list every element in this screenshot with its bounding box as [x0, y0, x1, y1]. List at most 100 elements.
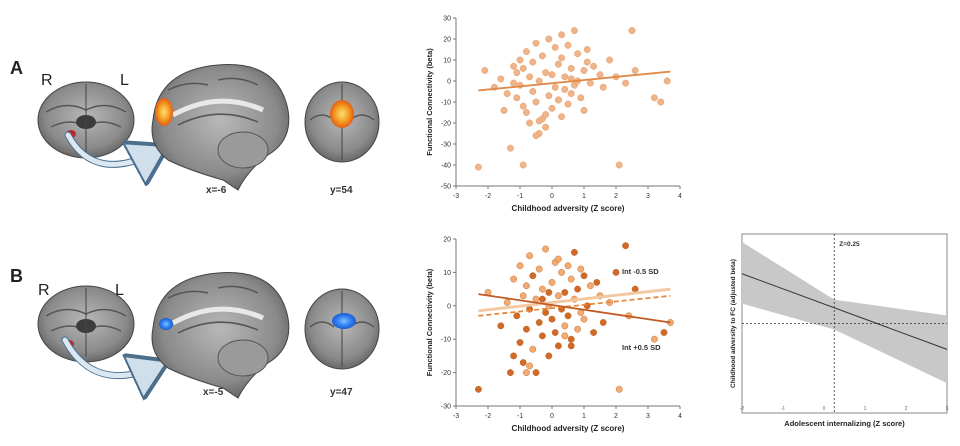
- data-point: [577, 265, 585, 273]
- data-point: [570, 248, 578, 256]
- threshold-annotation: Z=0.25: [839, 241, 860, 248]
- y-axis-label: Functional Connectivity (beta): [425, 268, 434, 376]
- data-point: [542, 245, 550, 253]
- data-point: [526, 73, 534, 81]
- data-point: [622, 242, 630, 250]
- data-point: [583, 58, 591, 66]
- y-tick-label: -50: [441, 184, 451, 191]
- data-point: [580, 67, 588, 74]
- data-point: [526, 252, 534, 260]
- data-point: [545, 35, 553, 43]
- data-point: [615, 385, 623, 393]
- coronal-coord-a: y=54: [330, 185, 353, 196]
- y-tick-label: -30: [441, 404, 451, 411]
- data-point: [570, 27, 578, 35]
- y-tick-label: -30: [441, 142, 451, 149]
- data-point: [574, 50, 582, 58]
- y-tick-label: -40: [441, 163, 451, 170]
- y-tick-label: 0: [447, 303, 451, 310]
- data-point: [503, 299, 511, 306]
- data-point: [561, 332, 569, 340]
- y-tick-label: -20: [441, 370, 451, 377]
- data-point: [561, 73, 569, 81]
- data-point: [615, 161, 623, 169]
- data-point: [548, 315, 556, 323]
- x-tick-label: 2: [905, 406, 908, 412]
- data-point: [474, 163, 482, 171]
- data-point: [535, 77, 543, 85]
- data-point: [519, 64, 527, 72]
- data-point: [583, 302, 591, 310]
- data-point: [519, 359, 527, 366]
- data-point: [554, 60, 562, 68]
- right-hemisphere-label-b: R: [38, 282, 50, 299]
- x-tick-label: 3: [646, 193, 650, 200]
- x-axis-label: Childhood adversity (Z score): [512, 424, 625, 433]
- data-point: [650, 335, 658, 343]
- data-point: [663, 77, 671, 85]
- x-tick-label: -1: [517, 193, 523, 200]
- data-point: [554, 292, 562, 300]
- data-point: [513, 69, 521, 77]
- coronal-large-b: [304, 288, 380, 370]
- data-point: [660, 329, 668, 336]
- data-point: [631, 67, 639, 74]
- x-tick-label: 0: [550, 193, 554, 200]
- data-point: [516, 339, 524, 346]
- data-point: [538, 52, 546, 60]
- regression-line: [741, 273, 948, 350]
- data-point: [542, 123, 550, 131]
- y-tick-label: 20: [443, 37, 451, 44]
- x-tick-label: 0: [550, 413, 554, 420]
- data-point: [510, 275, 518, 283]
- activation-blob-a-sagittal: [155, 98, 173, 126]
- data-point: [510, 79, 518, 87]
- data-point: [551, 329, 559, 336]
- data-point: [558, 113, 566, 121]
- activation-blob-b-coronal: [332, 313, 356, 329]
- data-point: [535, 265, 543, 273]
- data-point: [548, 279, 556, 286]
- brain-illustrations: [37, 64, 380, 446]
- x-tick-label: 1: [582, 413, 586, 420]
- data-point: [532, 39, 540, 47]
- x-tick-label: 3: [646, 413, 650, 420]
- data-point: [650, 94, 658, 102]
- data-point: [580, 315, 588, 323]
- data-point: [506, 144, 514, 152]
- y-tick-label: -10: [441, 100, 451, 107]
- data-point: [526, 362, 534, 370]
- data-point: [657, 98, 665, 106]
- data-point: [529, 345, 537, 353]
- data-point: [481, 67, 489, 74]
- data-point: [532, 132, 540, 140]
- x-tick-label: 2: [614, 413, 618, 420]
- data-point: [586, 282, 594, 290]
- data-point: [586, 79, 594, 87]
- left-hemisphere-label: L: [120, 72, 129, 89]
- y-tick-label: 30: [443, 16, 451, 23]
- x-tick-label: 4: [678, 193, 682, 200]
- data-point: [561, 322, 569, 330]
- activation-blob-a-coronal: [330, 100, 354, 128]
- data-point: [567, 342, 575, 350]
- fit-line: [478, 70, 671, 92]
- data-point: [580, 106, 588, 114]
- data-point: [593, 279, 601, 286]
- data-point: [548, 104, 556, 112]
- data-point: [523, 325, 530, 333]
- y-tick-label: 10: [443, 270, 451, 277]
- y-tick-label: 20: [443, 237, 451, 244]
- data-point: [564, 312, 572, 320]
- scatter-chart-a: -3 -2 -1 0 1 2 3 43020100-10-20-30-40-50Childho…: [425, 16, 682, 214]
- data-point: [510, 352, 518, 360]
- data-point: [567, 90, 575, 98]
- data-point: [561, 85, 569, 93]
- coronal-coord-b: y=47: [330, 387, 353, 398]
- data-point: [551, 83, 559, 91]
- x-tick-label: 1: [582, 193, 586, 200]
- data-point: [599, 83, 607, 91]
- fit-line: [478, 294, 671, 317]
- data-point: [564, 41, 572, 49]
- y-axis-label: Functional Connectivity (beta): [425, 48, 434, 156]
